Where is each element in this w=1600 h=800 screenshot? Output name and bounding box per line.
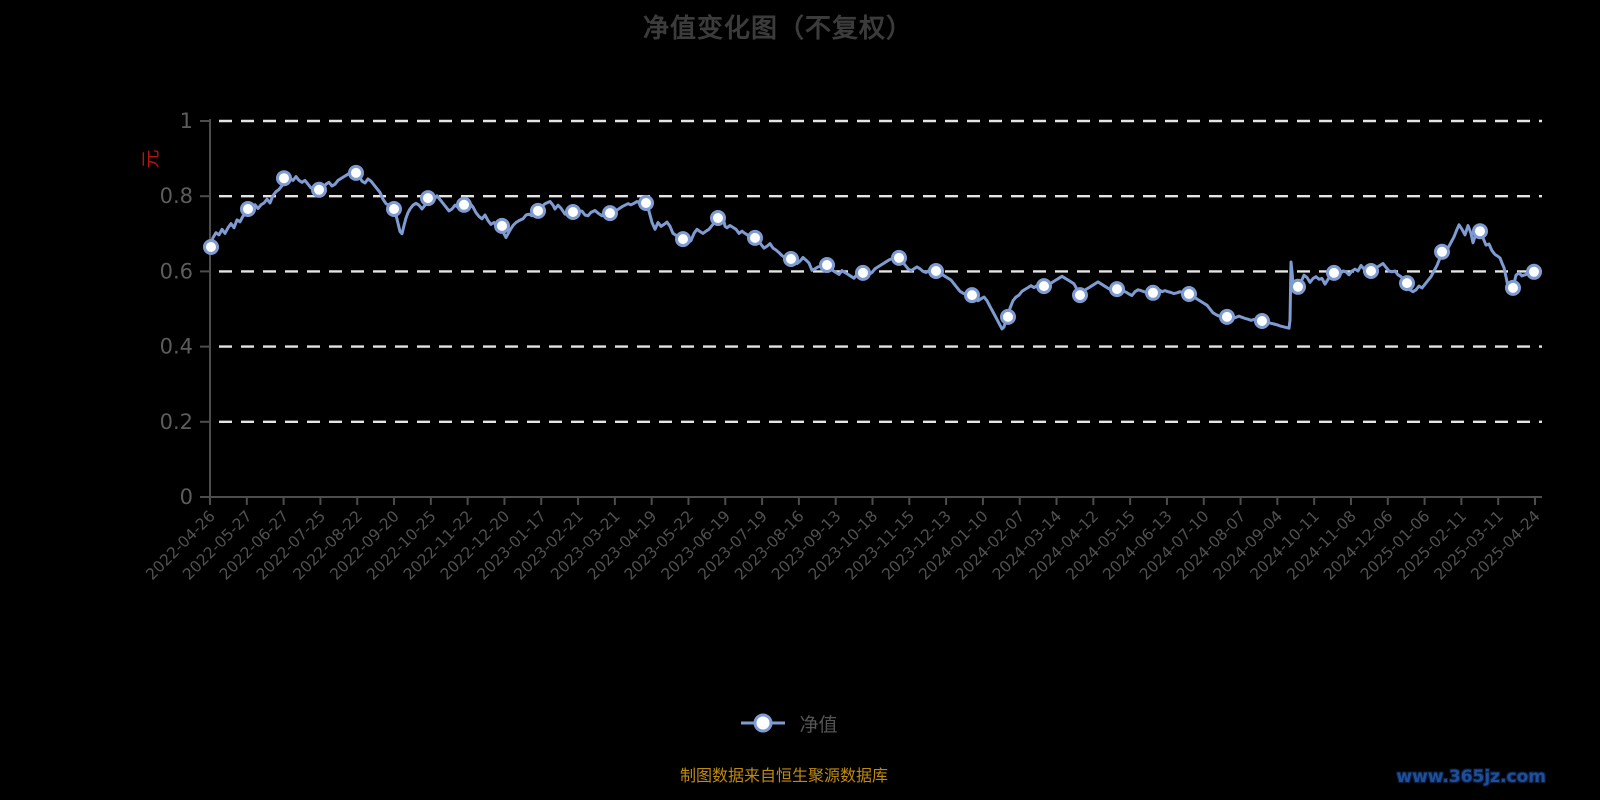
nav-marker[interactable] [1219,308,1235,325]
data-source-note: 制图数据来自恒生聚源数据库 [679,766,888,785]
chart-title: 净值变化图（不复权） [642,14,913,44]
nav-marker[interactable] [565,204,581,220]
nav-marker[interactable] [710,210,726,226]
nav-marker[interactable] [891,249,907,266]
nav-marker[interactable] [240,201,256,217]
y-axis-label: 0.2 [160,410,193,434]
nav-marker[interactable] [1145,284,1161,301]
nav-line [208,167,1536,331]
nav-marker[interactable] [203,239,219,255]
nav-marker[interactable] [964,287,980,304]
nav-marker[interactable] [819,257,835,273]
nav-marker[interactable] [276,170,292,187]
nav-marker[interactable] [1472,223,1488,240]
watermark: www.365jz.com [1396,767,1546,787]
nav-marker[interactable] [530,202,546,219]
y-axis-label: 0.6 [160,259,193,283]
nav-marker[interactable] [456,196,472,213]
nav-marker[interactable] [1526,263,1542,280]
y-axis-label: 0.4 [160,335,193,359]
nav-marker[interactable] [1254,313,1270,329]
legend-item-nav[interactable]: 净值 [0,709,1578,737]
y-axis-label: 0.8 [160,184,193,208]
nav-marker[interactable] [494,217,510,234]
nav-marker[interactable] [638,195,654,211]
nav-marker[interactable] [311,181,327,198]
nav-marker[interactable] [1181,286,1197,302]
nav-marker[interactable] [1399,275,1415,292]
nav-marker[interactable] [675,231,691,248]
nav-marker[interactable] [602,205,618,222]
legend-label: 净值 [799,713,838,736]
nav-marker[interactable] [747,229,763,246]
nav-marker[interactable] [1326,264,1342,281]
nav-marker[interactable] [386,201,402,217]
legend-line-marker-icon [741,713,786,733]
nav-marker[interactable] [855,264,871,281]
nav-marker[interactable] [1109,281,1125,298]
nav-marker[interactable] [1363,263,1379,279]
nav-marker[interactable] [348,164,364,181]
nav-marker[interactable] [928,263,944,279]
nav-marker[interactable] [420,190,436,207]
nav-marker[interactable] [1505,279,1521,296]
y-axis-label: 1 [180,109,193,133]
y-axis-label: 0 [180,485,193,509]
nav-marker[interactable] [1434,243,1450,260]
nav-marker[interactable] [1072,287,1088,304]
nav-marker[interactable] [1000,308,1016,325]
nav-marker[interactable] [1290,278,1306,295]
nav-marker[interactable] [783,251,799,267]
nav-marker[interactable] [1036,278,1052,295]
